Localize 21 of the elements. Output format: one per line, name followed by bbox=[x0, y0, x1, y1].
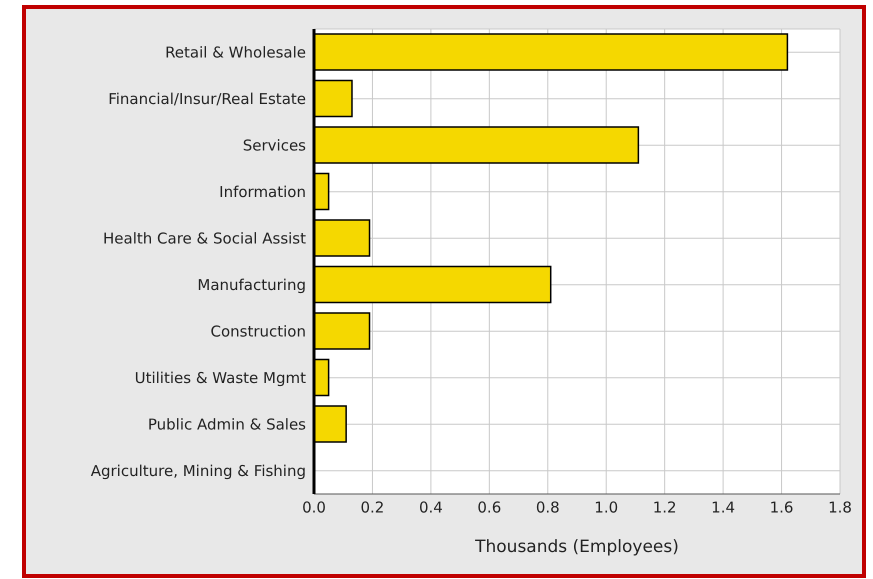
y-tick-label: Retail & Wholesale bbox=[165, 44, 306, 62]
x-axis-title: Thousands (Employees) bbox=[474, 537, 679, 557]
y-tick-label: Public Admin & Sales bbox=[148, 416, 306, 434]
x-tick-label: 0.2 bbox=[360, 498, 384, 517]
x-tick-label: 0.6 bbox=[477, 498, 502, 517]
y-tick-label: Construction bbox=[210, 322, 306, 341]
x-tick-label: 1.8 bbox=[828, 498, 852, 517]
x-tick-label: 0.8 bbox=[536, 498, 560, 517]
x-tick-label: 1.6 bbox=[770, 498, 794, 517]
x-tick-label: 1.0 bbox=[594, 498, 618, 517]
x-tick-label: 1.2 bbox=[652, 498, 677, 517]
y-tick-label: Information bbox=[219, 183, 306, 202]
y-tick-label: Health Care & Social Assist bbox=[103, 230, 306, 248]
y-tick-label: Agriculture, Mining & Fishing bbox=[90, 462, 306, 480]
y-tick-label: Utilities & Waste Mgmt bbox=[134, 369, 306, 388]
x-tick-label: 0.0 bbox=[302, 498, 326, 517]
y-tick-label: Financial/Insur/Real Estate bbox=[108, 90, 306, 108]
x-tick-label: 0.4 bbox=[418, 498, 443, 517]
y-tick-label: Services bbox=[242, 136, 306, 155]
x-tick-label: 1.4 bbox=[711, 498, 736, 517]
y-tick-label: Manufacturing bbox=[197, 276, 306, 294]
